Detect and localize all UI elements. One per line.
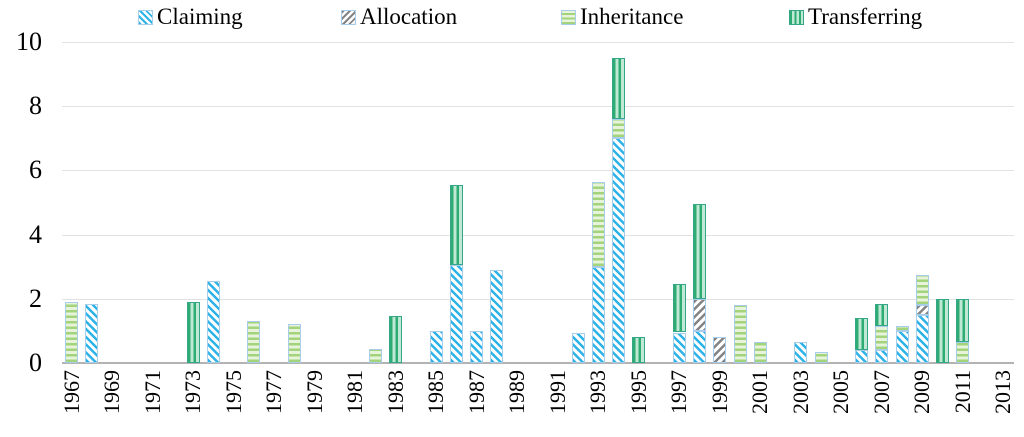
legend-swatch-transferring-icon: [789, 9, 804, 25]
x-axis-label-2003: 2003: [787, 370, 813, 414]
bar-segment-transferring-2011: [956, 298, 970, 343]
bar-segment-transferring-1983: [389, 316, 403, 363]
x-axis-label-1995: 1995: [625, 370, 651, 414]
legend-label-claiming: Claiming: [157, 4, 243, 29]
bar-segment-claiming-1992: [571, 332, 585, 363]
bar-segment-claiming-1993: [591, 266, 605, 363]
bar-segment-transferring-2007: [875, 303, 889, 327]
bar-segment-inheritance-2004: [814, 351, 828, 363]
bar-segment-inheritance-2001: [753, 342, 767, 363]
legend-label-transferring: Transferring: [808, 4, 923, 29]
legend-item-claiming: Claiming: [138, 3, 243, 31]
bar-segment-claiming-1994: [612, 138, 626, 363]
x-axis-line: [62, 362, 1014, 364]
x-axis-label-1997: 1997: [666, 370, 692, 414]
bar-segment-claiming-2006: [855, 350, 869, 363]
y-axis-label-2: 2: [29, 283, 42, 313]
bar-segment-inheritance-1982: [368, 348, 382, 363]
gridline-y-2: [62, 298, 1014, 300]
x-axis-label-1971: 1971: [139, 370, 165, 414]
gridline-y-10: [62, 42, 1014, 43]
bar-segment-claiming-2008: [895, 330, 909, 363]
bar-segment-transferring-2010: [936, 298, 950, 363]
bar-segment-transferring-1995: [632, 337, 646, 363]
bar-segment-transferring-1973: [186, 302, 200, 363]
x-axis-label-1987: 1987: [463, 370, 489, 414]
bar-segment-claiming-1988: [490, 269, 504, 363]
bar-segment-allocation-1999: [713, 337, 727, 363]
x-axis-label-1975: 1975: [220, 370, 246, 414]
gridline-y-6: [62, 170, 1014, 172]
x-axis-label-1973: 1973: [180, 370, 206, 414]
bar-segment-inheritance-1976: [247, 321, 261, 363]
x-axis-label-1983: 1983: [382, 370, 408, 414]
x-axis-label-2009: 2009: [909, 370, 935, 414]
gridline-y-8: [62, 106, 1014, 108]
x-axis-label-1993: 1993: [585, 370, 611, 414]
bar-segment-claiming-1985: [429, 330, 443, 363]
bar-segment-transferring-1997: [672, 284, 686, 333]
bar-segment-claiming-2009: [915, 314, 929, 363]
bar-segment-claiming-1997: [672, 332, 686, 363]
bar-segment-inheritance-2000: [733, 305, 747, 363]
x-axis-label-2011: 2011: [949, 370, 975, 414]
bar-segment-transferring-1994: [612, 58, 626, 120]
bar-segment-inheritance-1994: [612, 119, 626, 139]
x-axis-label-1969: 1969: [99, 370, 125, 414]
bar-segment-claiming-2003: [794, 342, 808, 363]
x-axis-label-1991: 1991: [544, 370, 570, 414]
y-axis-label-8: 8: [29, 91, 42, 121]
legend-swatch-allocation-icon: [341, 9, 356, 25]
bar-segment-allocation-1998: [693, 298, 707, 331]
legend-swatch-claiming-icon: [138, 9, 153, 25]
bar-segment-claiming-1974: [206, 281, 220, 363]
gridline-y-4: [62, 234, 1014, 236]
x-axis-label-1985: 1985: [423, 370, 449, 414]
x-axis-label-1979: 1979: [301, 370, 327, 414]
legend-swatch-inheritance-icon: [561, 9, 576, 25]
legend-item-inheritance: Inheritance: [561, 3, 683, 31]
bar-segment-transferring-1998: [693, 204, 707, 299]
bar-segment-allocation-2009: [915, 305, 929, 315]
x-axis-label-1981: 1981: [342, 370, 368, 414]
bar-segment-transferring-2006: [855, 318, 869, 351]
y-axis-label-6: 6: [29, 155, 42, 185]
bar-segment-inheritance-1978: [287, 324, 301, 363]
bar-segment-inheritance-1967: [65, 302, 78, 363]
x-axis-label-2007: 2007: [868, 370, 894, 414]
bar-segment-inheritance-1993: [591, 181, 605, 267]
legend-item-transferring: Transferring: [789, 3, 922, 31]
bar-segment-inheritance-2009: [915, 274, 929, 306]
x-axis-label-1999: 1999: [706, 370, 732, 414]
bar-segment-claiming-2007: [875, 350, 889, 363]
legend-item-allocation: Allocation: [341, 3, 457, 31]
x-axis-label-1989: 1989: [504, 370, 530, 414]
bar-segment-claiming-1987: [470, 330, 484, 363]
bar-segment-transferring-1986: [449, 184, 463, 266]
y-axis-label-4: 4: [29, 219, 42, 249]
x-axis-label-2005: 2005: [828, 370, 854, 414]
bar-segment-claiming-1998: [693, 330, 707, 363]
bar-segment-inheritance-2011: [956, 342, 970, 363]
x-axis-label-1977: 1977: [261, 370, 287, 414]
x-axis-label-1967: 1967: [58, 370, 84, 414]
x-axis-label-2001: 2001: [747, 370, 773, 414]
legend-label-allocation: Allocation: [360, 4, 458, 29]
y-axis-label-0: 0: [29, 348, 42, 377]
bar-segment-inheritance-2007: [875, 326, 889, 351]
legend-label-inheritance: Inheritance: [580, 4, 684, 29]
y-axis-label-10: 10: [16, 27, 42, 56]
bar-segment-inheritance-2008: [895, 326, 909, 331]
bar-segment-claiming-1968: [85, 303, 99, 363]
x-axis-label-2013: 2013: [990, 370, 1016, 414]
bar-segment-claiming-1986: [449, 265, 463, 363]
